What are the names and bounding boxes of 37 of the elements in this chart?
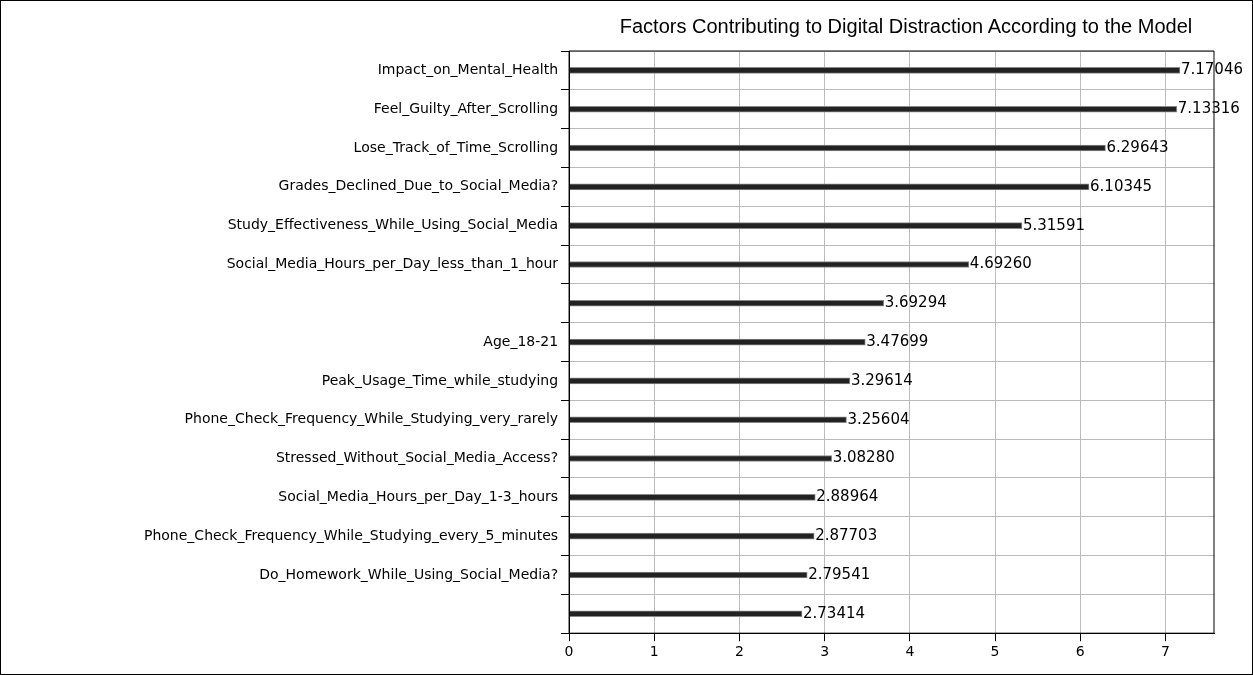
data-label: 2.73414: [803, 603, 866, 622]
data-label: 7.17046: [1180, 60, 1243, 79]
chart-title: Factors Contributing to Digital Distraction According to the Model: [618, 15, 1194, 38]
y-tick-label: Peak_Usage_Time_while_studying: [321, 371, 559, 388]
x-tick-label: 1: [649, 643, 659, 660]
data-label: 7.13316: [1177, 99, 1240, 118]
y-tick-label: Social_Media_Hours_per_Day_less_than_1_hour: [226, 255, 559, 272]
y-tick-label: Grades_Declined_Due_to_Social_Media?: [278, 177, 559, 194]
y-tick-label: Age_18-21: [483, 332, 559, 349]
data-label: 3.69294: [884, 293, 947, 312]
data-label: 3.08280: [832, 448, 895, 467]
data-label: 2.87703: [815, 526, 878, 545]
y-tick-label: Phone_Check_Frequency_While_Studying_every_5_minutes: [143, 526, 559, 543]
data-label: 4.69260: [969, 254, 1032, 273]
data-label: 6.29643: [1106, 137, 1169, 156]
y-tick-label: Impact_on_Mental_Health: [377, 61, 559, 78]
data-label: 2.79541: [808, 564, 871, 583]
x-tick-label: 2: [735, 643, 744, 660]
y-tick-label: Feel_Guilty_After_Scrolling: [373, 99, 559, 116]
data-label: 5.31591: [1022, 215, 1085, 234]
x-tick-label: 3: [820, 643, 830, 660]
y-tick-label: Lose_Track_of_Time_Scrolling: [353, 138, 559, 155]
y-tick-label: Phone_Check_Frequency_While_Studying_very_rarely: [184, 410, 559, 427]
x-tick-label: 0: [564, 643, 574, 660]
y-tick-label: Social_Media_Hours_per_Day_1-3_hours: [278, 487, 559, 504]
x-tick-label: 6: [1075, 643, 1085, 660]
y-tick-label: Study_Effectiveness_While_Using_Social_Media: [227, 216, 559, 233]
x-tick-label: 5: [990, 643, 1000, 660]
data-label: 3.47699: [866, 331, 929, 350]
y-tick-label: Do_Homework_While_Using_Social_Media?: [259, 565, 559, 582]
x-tick-label: 7: [1160, 643, 1170, 660]
data-label: 6.10345: [1090, 176, 1153, 195]
data-label: 3.29614: [850, 370, 913, 389]
data-label: 2.88964: [816, 487, 879, 506]
x-tick-label: 4: [905, 643, 915, 660]
data-label: 3.25604: [847, 409, 910, 428]
y-tick-label: Stressed_Without_Social_Media_Access?: [275, 449, 559, 466]
